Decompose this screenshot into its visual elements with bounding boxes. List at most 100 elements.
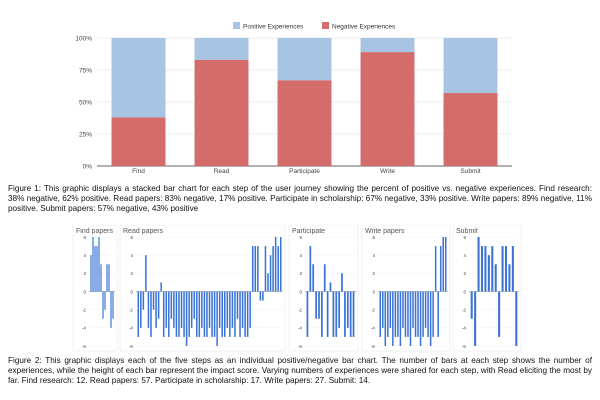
impact-bar	[384, 291, 387, 346]
impact-bar	[193, 291, 195, 319]
panel-title: Participate	[292, 228, 325, 235]
impact-bar	[213, 291, 216, 337]
impact-bar	[178, 291, 180, 337]
impact-bar	[332, 291, 335, 337]
impact-bar	[224, 291, 226, 337]
impact-bar	[515, 291, 518, 346]
impact-bar	[180, 291, 183, 328]
impact-bar	[196, 291, 198, 337]
impact-bar	[165, 291, 168, 328]
y-tick-label: -6	[462, 344, 467, 349]
legend-swatch	[322, 22, 329, 29]
impact-bar	[419, 291, 422, 346]
panel-title: Submit	[456, 228, 478, 235]
impact-bar	[201, 291, 203, 328]
impact-bar	[338, 291, 341, 328]
y-tick-label: 0	[463, 289, 466, 294]
impact-bar	[315, 291, 317, 319]
impact-bar	[511, 246, 514, 292]
x-tick-label: Participate	[289, 168, 320, 175]
impact-bar	[501, 246, 504, 292]
impact-bar	[94, 246, 96, 292]
impact-bar	[137, 291, 140, 337]
impact-bar	[399, 291, 402, 346]
impact-bar	[312, 264, 315, 292]
impact-bar	[274, 237, 277, 292]
impact-bar	[216, 291, 218, 346]
impact-bar	[382, 291, 384, 328]
panel-frame	[452, 225, 522, 352]
y-tick-label: 2	[83, 271, 86, 276]
impact-bar	[152, 291, 155, 310]
figure-1-caption: Figure 1: This graphic displays a stacke…	[8, 184, 592, 214]
impact-bar	[407, 291, 409, 337]
impact-bar	[162, 291, 165, 337]
y-tick-label: 6	[299, 235, 302, 240]
impact-bar	[175, 291, 178, 337]
impact-bar	[422, 291, 424, 337]
panel-title: Write papers	[365, 228, 405, 235]
impact-bar	[188, 291, 190, 337]
y-tick-label: 50%	[79, 100, 92, 107]
impact-bar	[306, 291, 309, 337]
impact-bar	[318, 291, 320, 319]
impact-bar	[267, 273, 269, 292]
impact-bar	[147, 291, 150, 328]
figure-2-caption: Figure 2: This graphic displays each of …	[8, 356, 592, 386]
x-tick-label: Find	[132, 168, 145, 175]
bar-segment	[194, 38, 249, 60]
impact-bar	[160, 282, 162, 292]
legend-label: Positive Experiences	[243, 24, 304, 31]
y-tick-label: -2	[129, 307, 134, 312]
panel-title: Read papers	[123, 228, 164, 235]
y-tick-label: -4	[82, 326, 87, 331]
impact-bar	[444, 237, 447, 292]
y-tick-label: 2	[299, 271, 302, 276]
impact-bar	[241, 291, 244, 328]
impact-bar	[279, 237, 282, 292]
impact-bar	[470, 291, 473, 319]
impact-bar	[417, 291, 419, 337]
impact-bar	[414, 291, 417, 337]
bar-segment	[277, 80, 332, 166]
impact-bar	[474, 291, 477, 346]
impact-bar	[183, 291, 185, 337]
bar-segment	[443, 38, 498, 94]
y-tick-label: -6	[298, 344, 303, 349]
impact-bar	[429, 291, 432, 346]
x-tick-label: Write	[380, 168, 395, 175]
y-tick-label: -6	[371, 344, 376, 349]
impact-bar	[106, 264, 108, 292]
y-tick-label: 6	[372, 235, 375, 240]
impact-bar	[226, 291, 229, 328]
impact-bar	[140, 291, 142, 328]
impact-bar	[102, 291, 104, 319]
impact-bar	[90, 255, 92, 292]
impact-bar	[262, 291, 264, 301]
bar-segment	[360, 52, 415, 166]
panel-frame	[119, 225, 286, 352]
impact-bar	[249, 291, 251, 328]
impact-bar	[320, 291, 323, 337]
legend-label: Negative Experiences	[332, 24, 396, 31]
bar-segment	[194, 59, 249, 167]
impact-bar	[234, 291, 236, 337]
impact-bar	[208, 291, 211, 328]
impact-bar	[480, 246, 484, 292]
impact-bar	[394, 291, 397, 337]
impact-bar	[206, 291, 208, 337]
impact-bar	[254, 246, 257, 292]
y-tick-label: 6	[463, 235, 466, 240]
y-tick-label: 0	[130, 289, 133, 294]
impact-bar	[504, 246, 508, 292]
y-tick-label: -4	[129, 326, 134, 331]
impact-bar	[272, 246, 274, 292]
impact-bar	[142, 291, 145, 310]
y-tick-label: 0	[299, 289, 302, 294]
impact-bar	[231, 291, 234, 328]
impact-bar	[198, 291, 201, 337]
panel-frame	[72, 225, 118, 352]
impact-bar	[432, 291, 434, 337]
y-tick-label: 4	[299, 253, 302, 258]
impact-bar	[277, 246, 279, 292]
